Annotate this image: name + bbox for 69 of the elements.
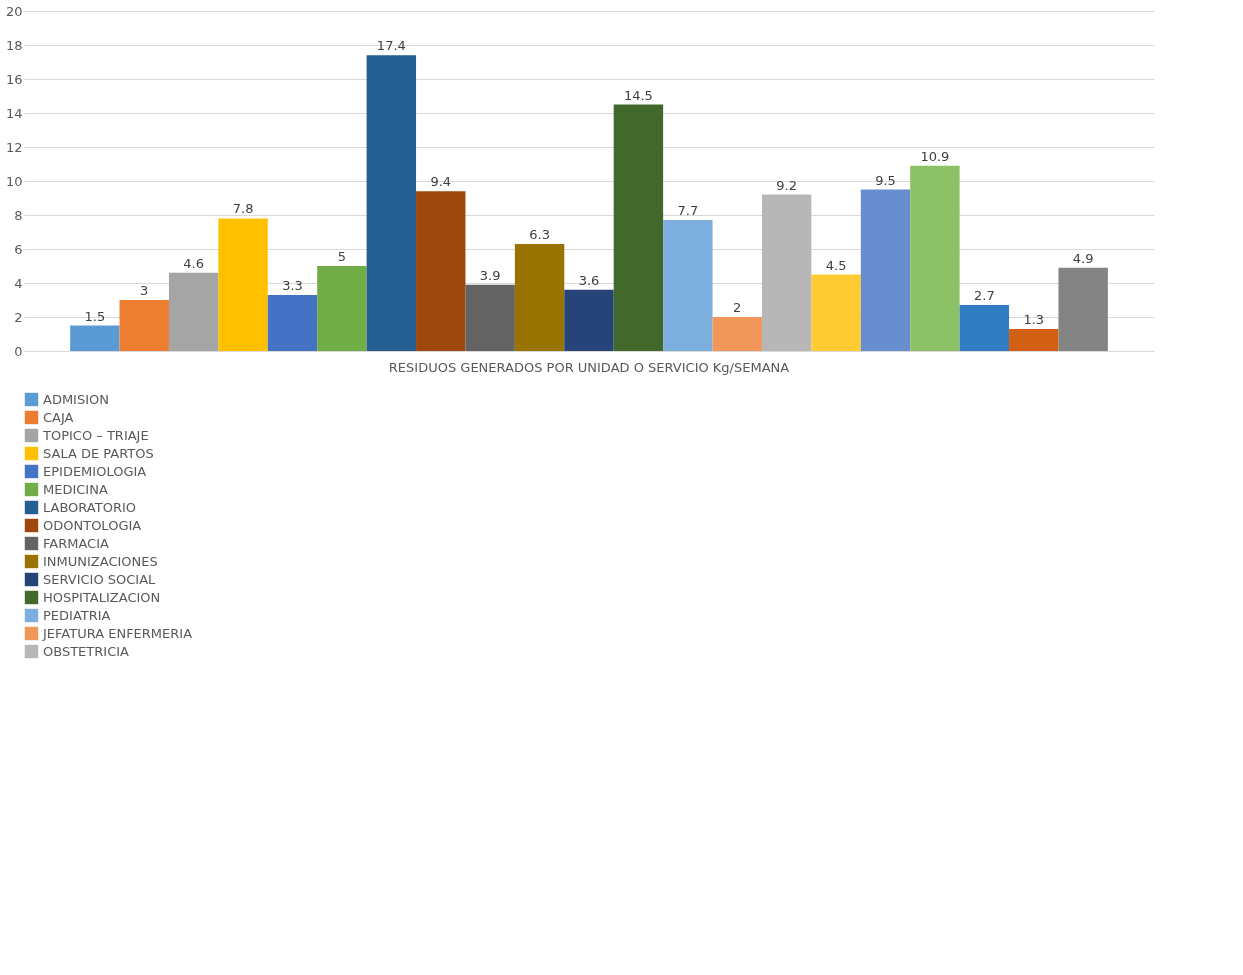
y-tick-label: 10 [5, 173, 23, 189]
bar [366, 55, 417, 351]
y-tick-label: 20 [5, 3, 23, 19]
x-tick-label: RESIDUOS GENERADOS POR UNIDAD O SERVICIO Kg/SEMANA [388, 359, 790, 375]
legend-label: HOSPITALIZACION [43, 589, 161, 605]
bar [218, 218, 268, 351]
bar [1058, 267, 1108, 351]
legend-label: ADMISION [43, 391, 109, 407]
bar [465, 284, 515, 351]
bar [712, 317, 762, 351]
data-label: 6.3 [529, 226, 550, 242]
bar [317, 266, 367, 351]
y-tick-label: 14 [5, 105, 23, 121]
bar [564, 289, 614, 351]
data-label: 3.6 [578, 272, 600, 288]
legend-label: CAJA [43, 409, 74, 425]
bar [70, 325, 120, 351]
legend-label: SERVICIO SOCIAL [43, 571, 157, 587]
bar [514, 243, 565, 351]
bar [267, 294, 318, 351]
data-label: 17.4 [376, 38, 406, 54]
data-label: 4.6 [183, 255, 205, 271]
data-label: 3.9 [479, 267, 501, 283]
y-tick-label: 18 [5, 37, 23, 53]
data-label: 9.5 [875, 172, 896, 188]
bar [613, 104, 664, 351]
data-label: 2.7 [973, 288, 995, 304]
legend-label: LABORATORIO [43, 499, 137, 515]
y-tick-label: 0 [14, 343, 23, 359]
bar [168, 272, 219, 351]
bar [811, 274, 861, 351]
data-label: 1.3 [1023, 311, 1045, 327]
bar [761, 194, 812, 351]
data-label: 10.9 [920, 148, 950, 164]
y-tick-label: 6 [14, 241, 23, 257]
legend-label: INMUNIZACIONES [43, 553, 158, 569]
data-label: 1.5 [84, 308, 106, 324]
legend-label: MEDICINA [43, 481, 108, 497]
data-label: 5 [337, 249, 347, 264]
legend-label: FARMACIA [43, 535, 109, 551]
y-tick-label: 2 [14, 309, 23, 325]
data-label: 3.3 [282, 277, 303, 293]
bar [663, 220, 713, 351]
data-label: 3 [140, 283, 149, 298]
legend-label: JEFATURA ENFERMERIA [42, 625, 193, 641]
data-label: 9.4 [430, 174, 452, 190]
data-label: 7.8 [232, 201, 254, 217]
data-label: 4.9 [1072, 250, 1094, 266]
bar [959, 305, 1010, 351]
y-tick-label: 4 [14, 275, 23, 291]
y-tick-label: 16 [5, 71, 23, 87]
y-tick-label: 12 [5, 139, 23, 155]
y-tick-label: 8 [14, 207, 23, 223]
legend-label: TOPICO – TRIAJE [42, 427, 149, 443]
bar [910, 165, 960, 351]
bar [1009, 328, 1059, 351]
legend-label: OBSTETRICIA [43, 643, 130, 659]
legend-label: PEDIATRIA [43, 607, 111, 623]
legend-label: EPIDEMIOLOGIA [43, 463, 147, 479]
legend-label: SALA DE PARTOS [43, 445, 154, 461]
legend-label: ODONTOLOGIA [43, 517, 142, 533]
bar [119, 300, 169, 351]
bar [860, 189, 911, 351]
data-label: 2 [733, 300, 742, 315]
data-label: 9.2 [776, 177, 798, 193]
bar [416, 191, 466, 351]
data-label: 7.7 [677, 203, 699, 219]
data-label: 4.5 [825, 257, 847, 273]
data-label: 14.5 [623, 87, 653, 103]
